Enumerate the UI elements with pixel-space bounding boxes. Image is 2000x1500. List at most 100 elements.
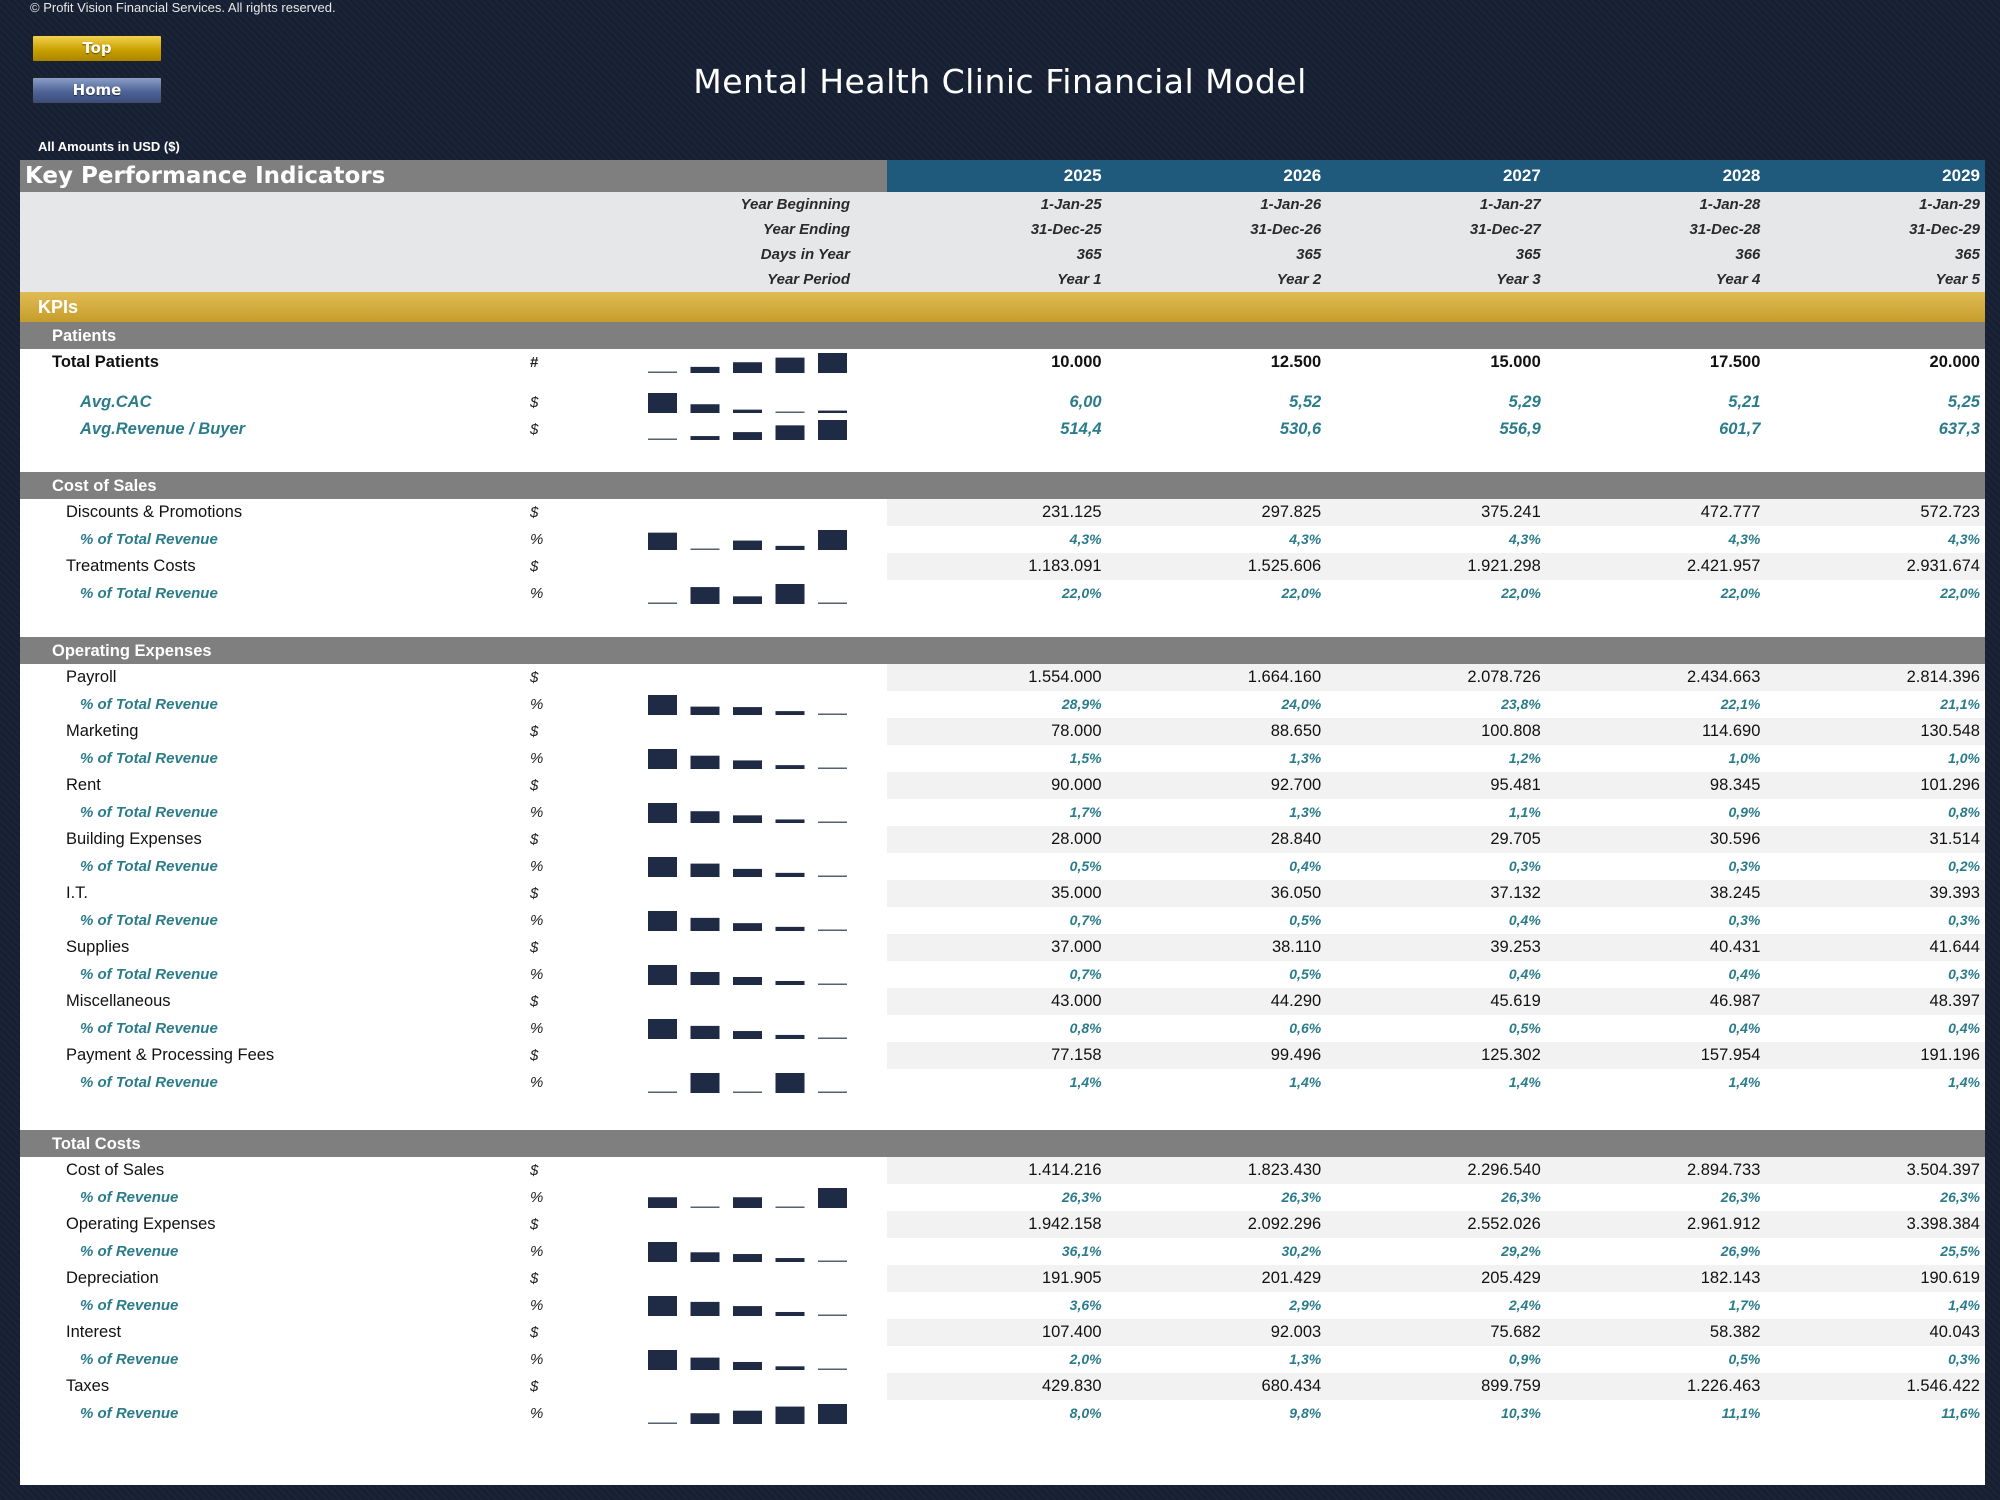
spark-bar — [775, 1073, 805, 1093]
row-label: Payroll — [66, 668, 117, 686]
value-cell: 101.296 — [1920, 776, 1980, 794]
spark-bar — [818, 1368, 847, 1370]
value-cell: 556,9 — [1499, 420, 1541, 438]
spark-bar — [733, 1306, 762, 1316]
spark-bar — [733, 1254, 762, 1262]
value-cell: 429.830 — [1041, 1377, 1102, 1395]
spark-bar — [648, 1422, 677, 1424]
value-cell: 1,4% — [1289, 1074, 1322, 1090]
row-label: % of Total Revenue — [80, 1020, 218, 1037]
currency-note: All Amounts in USD ($) — [38, 139, 180, 154]
spark-bar — [690, 1252, 720, 1262]
spark-bar — [733, 432, 762, 440]
unit-label: % — [530, 531, 544, 548]
row-label: % of Total Revenue — [80, 750, 218, 767]
year-header-2026: 2026 — [1283, 166, 1322, 185]
spark-bar — [733, 1197, 762, 1208]
value-cell: 11,1% — [1721, 1405, 1761, 1421]
table-row: Operating Expenses $1.942.158 2.092.296 2.5… — [20, 1211, 1985, 1238]
row-shade — [887, 664, 1985, 691]
value-cell: 0,5% — [1508, 1020, 1541, 1036]
value-cell: 26,3% — [1061, 1189, 1102, 1205]
year-header-2029: 2029 — [1942, 166, 1980, 185]
row-shade — [887, 1373, 1985, 1400]
spark-bar — [648, 602, 677, 604]
value-cell: 0,4% — [1728, 1020, 1761, 1036]
value-cell: 46.987 — [1709, 992, 1761, 1010]
value-cell: 899.759 — [1481, 1377, 1541, 1395]
value-cell: 5,52 — [1289, 393, 1322, 411]
table-row: Interest $107.400 92.003 75.682 58.382 40.043 — [20, 1319, 1985, 1346]
value-cell: 28,9% — [1061, 696, 1102, 712]
table-row: % of Total Revenue% 1,7% 1,3% 1,1% 0,9% 0,8% — [20, 799, 1985, 826]
unit-label: $ — [530, 1047, 539, 1064]
spark-bar — [818, 929, 847, 931]
year-header-2027: 2027 — [1502, 166, 1541, 185]
spark-bar — [648, 857, 677, 877]
value-cell: 530,6 — [1279, 420, 1322, 438]
meta-value: 31-Dec-28 — [1689, 221, 1761, 238]
year-header-2028: 2028 — [1722, 166, 1761, 185]
spark-bar — [648, 1242, 677, 1262]
value-cell: 157.954 — [1700, 1046, 1761, 1064]
top-button[interactable]: Top — [32, 35, 162, 62]
unit-label: $ — [530, 1378, 539, 1395]
row-label: % of Revenue — [80, 1405, 179, 1422]
value-cell: 22,0% — [1940, 585, 1980, 601]
spark-bar — [775, 1206, 805, 1208]
unit-label: $ — [530, 939, 539, 956]
value-cell: 44.290 — [1270, 992, 1322, 1010]
value-cell: 0,8% — [1948, 804, 1980, 820]
sparkline-chart — [648, 1073, 847, 1093]
spark-bar — [690, 1073, 720, 1093]
table-row: Taxes $429.830 680.434 899.759 1.226.463 1.54… — [20, 1373, 1985, 1400]
page-title: Mental Health Clinic Financial Model — [693, 62, 1307, 101]
value-cell: 26,3% — [1720, 1189, 1761, 1205]
section-header-operating-expenses: Operating Expenses — [20, 637, 1985, 664]
meta-value: 1-Jan-25 — [1040, 196, 1102, 213]
value-cell: 6,00 — [1069, 393, 1102, 411]
value-cell: 1,0% — [1948, 750, 1980, 766]
spark-bar — [690, 404, 720, 413]
value-cell: 0,3% — [1508, 858, 1541, 874]
meta-value: 31-Dec-27 — [1469, 221, 1541, 238]
value-cell: 205.429 — [1481, 1269, 1541, 1287]
value-cell: 1,3% — [1289, 1351, 1322, 1367]
row-shade — [887, 934, 1985, 961]
sparkline-chart — [648, 393, 847, 413]
meta-value: 366 — [1735, 246, 1761, 263]
value-cell: 43.000 — [1051, 992, 1102, 1010]
table-row: % of Total Revenue% 0,7% 0,5% 0,4% 0,4% 0,3% — [20, 961, 1985, 988]
value-cell: 0,4% — [1508, 912, 1541, 928]
unit-label: % — [530, 585, 544, 602]
value-cell: 5,25 — [1947, 393, 1980, 411]
row-label: Depreciation — [66, 1269, 159, 1287]
value-cell: 11,6% — [1941, 1405, 1980, 1421]
value-cell: 30,2% — [1281, 1243, 1322, 1259]
value-cell: 22,0% — [1281, 585, 1322, 601]
home-button[interactable]: Home — [32, 77, 162, 104]
value-cell: 4,3% — [1289, 531, 1322, 547]
value-cell: 10.000 — [1051, 353, 1102, 371]
unit-label: % — [530, 1351, 544, 1368]
value-cell: 78.000 — [1051, 722, 1102, 740]
spark-bar — [775, 765, 805, 769]
unit-label: $ — [530, 1162, 539, 1179]
value-cell: 22,0% — [1061, 585, 1102, 601]
unit-label: $ — [530, 993, 539, 1010]
unit-label: $ — [530, 1270, 539, 1287]
meta-value: 1-Jan-29 — [1919, 196, 1980, 213]
value-cell: 190.619 — [1920, 1269, 1980, 1287]
value-cell: 0,3% — [1948, 966, 1980, 982]
row-label: % of Total Revenue — [80, 966, 218, 983]
value-cell: 77.158 — [1051, 1046, 1102, 1064]
unit-label: $ — [530, 1324, 539, 1341]
value-cell: 2.092.296 — [1247, 1215, 1322, 1233]
spark-bar — [733, 1410, 762, 1424]
unit-label: $ — [530, 558, 539, 575]
value-cell: 92.700 — [1270, 776, 1322, 794]
unit-label: # — [530, 354, 539, 371]
value-cell: 1.823.430 — [1247, 1161, 1322, 1179]
spark-bar — [775, 926, 805, 931]
value-cell: 0,3% — [1728, 858, 1761, 874]
